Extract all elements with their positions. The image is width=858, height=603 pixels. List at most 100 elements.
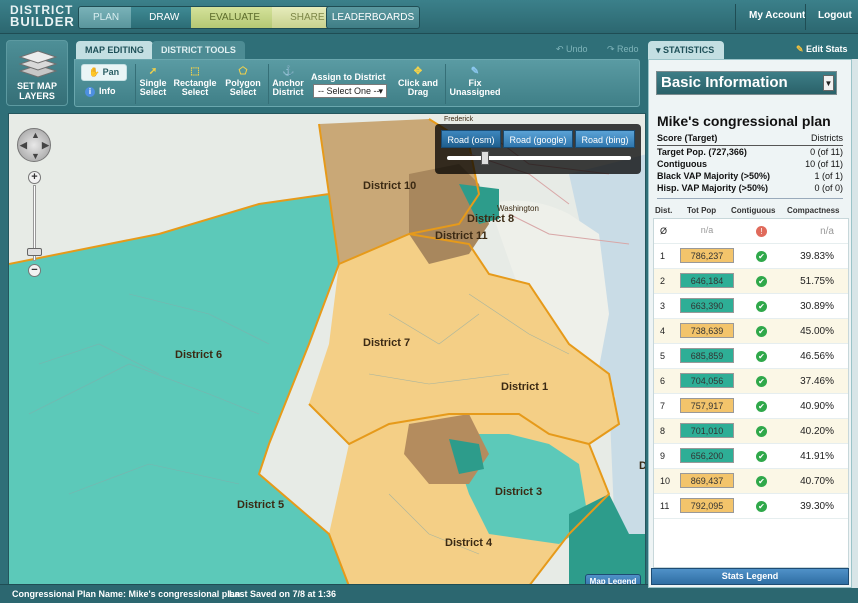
opacity-slider[interactable] [447, 151, 631, 165]
district-number: 4 [660, 326, 666, 336]
pan-up-icon[interactable]: ▲ [31, 130, 40, 140]
check-icon: ✔ [756, 501, 767, 512]
district-number: 1 [660, 251, 666, 261]
app-logo[interactable]: DISTRICT BUILDER [10, 4, 75, 28]
table-row[interactable]: 2 646,184 ✔ 51.75% [654, 269, 848, 294]
table-row-unassigned[interactable]: Ø n/a ! n/a [654, 219, 848, 244]
metric-value: 0 (of 11) [810, 147, 843, 157]
compactness-value: 41.91% [800, 451, 834, 462]
check-icon: ✔ [756, 426, 767, 437]
undo-label: Undo [566, 44, 588, 54]
click-and-drag-label: Click and Drag [397, 78, 438, 97]
district-select[interactable]: -- Select One -- ▾ [313, 84, 387, 98]
table-row[interactable]: 4 738,639 ✔ 45.00% [654, 319, 848, 344]
check-icon: ✔ [756, 276, 767, 287]
pan-down-icon[interactable]: ▼ [31, 151, 40, 161]
check-icon: ✔ [756, 451, 767, 462]
compactness-value: 40.90% [800, 401, 834, 412]
check-icon: ✔ [756, 476, 767, 487]
pan-right-icon[interactable]: ▶ [42, 140, 49, 150]
rectangle-select-label: Rectangle Select [173, 78, 217, 97]
stats-set-select[interactable]: Basic Information ▼ [656, 71, 837, 95]
district-number: 3 [660, 301, 666, 311]
dropdown-arrow-icon[interactable]: ▼ [823, 75, 834, 91]
pan-left-icon[interactable]: ◀ [20, 140, 27, 150]
opacity-slider-thumb[interactable] [481, 151, 489, 165]
panel-scrollbar[interactable] [852, 59, 858, 588]
column-header-contiguous: Contiguous [731, 206, 776, 215]
zoom-slider-thumb[interactable] [27, 248, 42, 256]
pencil-icon: ✎ [796, 44, 807, 54]
population-value: 656,200 [680, 448, 734, 463]
table-row[interactable]: 3 663,390 ✔ 30.89% [654, 294, 848, 319]
set-map-layers-label: SET MAP LAYERS [16, 81, 57, 101]
basemap-road-osm-button[interactable]: Road (osm) [441, 130, 501, 148]
district-label-5: District 5 [237, 499, 285, 511]
my-account-link[interactable]: My Account [749, 10, 806, 21]
table-row[interactable]: 7 757,917 ✔ 40.90% [654, 394, 848, 419]
polygon-select-label: Polygon Select [225, 78, 261, 97]
district-label-edge: D [639, 460, 645, 472]
polygon-select-tool[interactable]: ⬠ Polygon Select [221, 66, 265, 97]
click-and-drag-tool[interactable]: ✥ Click and Drag [395, 66, 441, 97]
stats-legend-button[interactable]: Stats Legend [651, 568, 849, 585]
info-icon: i [85, 87, 95, 97]
divider [805, 4, 806, 30]
table-row[interactable]: 6 704,056 ✔ 37.46% [654, 369, 848, 394]
tab-map-editing[interactable]: MAP EDITING [76, 41, 153, 59]
tab-statistics[interactable]: ▾ STATISTICS [648, 41, 724, 59]
info-label: Info [99, 86, 116, 96]
workflow-steps: PLAN DRAW EVALUATE SHARE [78, 6, 338, 29]
logout-link[interactable]: Logout [818, 10, 852, 21]
zoom-in-button[interactable]: + [28, 171, 41, 184]
map-legend-button[interactable]: Map Legend [585, 574, 641, 584]
step-plan[interactable]: PLAN [79, 7, 132, 28]
population-value: 663,390 [680, 298, 734, 313]
redo-button[interactable]: ↷ Redo [607, 44, 639, 55]
cursor-icon: ➚ [148, 66, 158, 77]
divider [657, 198, 843, 199]
wrench-icon: ✎ [470, 66, 480, 77]
rectangle-select-tool[interactable]: ⬚ Rectangle Select [171, 66, 219, 97]
zoom-slider-track[interactable] [33, 185, 36, 261]
rectangle-cursor-icon: ⬚ [190, 66, 200, 77]
step-share[interactable]: SHARE [272, 7, 337, 28]
fix-unassigned-tool[interactable]: ✎ Fix Unassigned [449, 66, 501, 97]
polygon-cursor-icon: ⬠ [238, 66, 248, 77]
zoom-out-button[interactable]: − [28, 264, 41, 277]
set-map-layers-button[interactable]: SET MAP LAYERS [6, 40, 68, 106]
metric-label: Target Pop. (727,366) [657, 147, 747, 157]
district-map[interactable]: ▲ ▼ ◀ ▶ + − Road (osm) Road (google) Roa… [8, 113, 646, 585]
step-evaluate[interactable]: EVALUATE [191, 7, 273, 28]
edit-stats-button[interactable]: ✎ Edit Stats [796, 44, 848, 55]
metric-row: Hisp. VAP Majority (>50%) 0 (of 0) [657, 183, 843, 193]
layers-icon [18, 50, 58, 78]
population-value: 704,056 [680, 373, 734, 388]
basemap-road-bing-button[interactable]: Road (bing) [575, 130, 635, 148]
table-row[interactable]: 9 656,200 ✔ 41.91% [654, 444, 848, 469]
table-row[interactable]: 10 869,437 ✔ 40.70% [654, 469, 848, 494]
pan-button[interactable]: ✋ Pan [81, 64, 127, 81]
anchor-district-tool[interactable]: ⚓ Anchor District [271, 66, 305, 97]
info-button[interactable]: i Info [85, 86, 116, 97]
table-row[interactable]: 1 786,237 ✔ 39.83% [654, 244, 848, 269]
district-select-value: -- Select One -- [318, 86, 380, 96]
score-header: Score (Target) Districts [657, 133, 843, 143]
leaderboards-button[interactable]: LEADERBOARDS [326, 6, 420, 29]
map-editing-toolbar: ✋ Pan i Info ➚ Single Select ⬚ Rectangle … [74, 59, 640, 107]
basemap-road-google-button[interactable]: Road (google) [503, 130, 573, 148]
pan-control[interactable]: ▲ ▼ ◀ ▶ [17, 128, 51, 162]
undo-button[interactable]: ↶ Undo [556, 44, 588, 55]
population-value: 646,184 [680, 273, 734, 288]
single-select-tool[interactable]: ➚ Single Select [137, 66, 169, 97]
check-icon: ✔ [756, 326, 767, 337]
map-canvas[interactable] [9, 114, 646, 585]
table-row[interactable]: 8 701,010 ✔ 40.20% [654, 419, 848, 444]
column-header-compactness: Compactness [787, 206, 840, 215]
step-draw[interactable]: DRAW [131, 7, 192, 28]
metric-row: Black VAP Majority (>50%) 1 (of 1) [657, 171, 843, 181]
fix-unassigned-label: Fix Unassigned [449, 78, 501, 97]
table-row[interactable]: 11 792,095 ✔ 39.30% [654, 494, 848, 519]
tab-district-tools[interactable]: DISTRICT TOOLS [152, 41, 245, 59]
table-row[interactable]: 5 685,859 ✔ 46.56% [654, 344, 848, 369]
